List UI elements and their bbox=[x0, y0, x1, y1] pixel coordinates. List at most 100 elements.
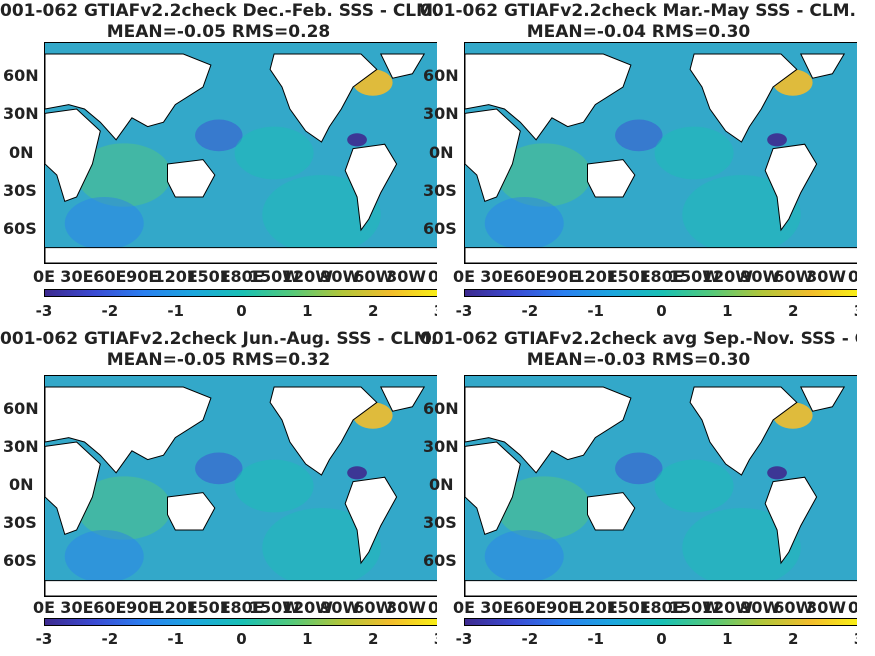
land-mass bbox=[344, 476, 398, 565]
anomaly-region bbox=[615, 452, 663, 485]
lon-tick: 180E bbox=[639, 598, 684, 617]
lon-tick: 60E bbox=[513, 598, 547, 617]
anomaly-region bbox=[262, 508, 381, 588]
colorbar-tick: -2 bbox=[521, 630, 539, 648]
lon-tick: 30E bbox=[480, 267, 514, 286]
lon-tick: 90E bbox=[546, 267, 580, 286]
land-mass bbox=[167, 159, 216, 198]
land-mass bbox=[465, 53, 632, 141]
colorbar-tick: 1 bbox=[722, 302, 733, 320]
lon-tick: 30W bbox=[386, 598, 427, 617]
lon-ticks: 0E 30E 60E 90E 120E 150E 180E 150W 120W 90W 60W 30W… bbox=[0, 598, 437, 618]
lat-tick: 0N bbox=[9, 143, 34, 162]
sss-anomaly-map bbox=[44, 42, 437, 264]
lon-tick: 90W bbox=[740, 598, 781, 617]
lon-tick: 30E bbox=[60, 598, 94, 617]
lat-tick: 60N bbox=[3, 399, 39, 418]
colorbar-ticks: -3 -2 -1 0 1 2 3 bbox=[0, 302, 437, 322]
colorbar-tick: 3 bbox=[434, 302, 437, 320]
land-mass bbox=[45, 441, 101, 536]
colorbar-tick: -3 bbox=[35, 630, 53, 648]
map-canvas bbox=[465, 386, 857, 596]
land-mass bbox=[45, 386, 212, 474]
lon-tick: 120E bbox=[573, 267, 618, 286]
colorbar bbox=[44, 289, 437, 297]
lon-tick: 180E bbox=[639, 267, 684, 286]
land-mass bbox=[465, 441, 521, 536]
map-panel-mam: 001-062 GTIAFv2.2check Mar.-May SSS - CL… bbox=[420, 0, 857, 328]
land-mass bbox=[269, 53, 378, 143]
colorbar-tick: 2 bbox=[787, 302, 799, 320]
anomaly-region bbox=[767, 133, 787, 147]
colorbar-tick: 0 bbox=[236, 630, 247, 648]
lon-tick: 0E bbox=[452, 598, 476, 617]
lon-tick: 150W bbox=[248, 598, 300, 617]
anomaly-region bbox=[64, 197, 144, 250]
panel-stats: MEAN=-0.04 RMS=0.30 bbox=[526, 22, 751, 42]
lon-tick: 60E bbox=[513, 267, 547, 286]
anomaly-region bbox=[682, 508, 801, 588]
land-mass bbox=[45, 108, 101, 203]
colorbar-tick: -3 bbox=[35, 302, 53, 320]
lon-ticks: 0E 30E 60E 90E 120E 150E 180E 150W 120W 90W 60W 30W… bbox=[0, 267, 437, 287]
land-mass bbox=[269, 386, 378, 476]
land-mass bbox=[689, 386, 798, 476]
colorbar-tick: -3 bbox=[455, 302, 473, 320]
lon-tick: 0E bbox=[427, 598, 437, 617]
land-mass bbox=[764, 476, 818, 565]
panel-title: 001-062 GTIAFv2.2check Dec.-Feb. SSS - C… bbox=[0, 1, 437, 21]
land-mass bbox=[344, 143, 398, 232]
land-mass bbox=[465, 108, 521, 203]
lon-tick: 150W bbox=[248, 267, 300, 286]
lat-tick: 30N bbox=[423, 437, 459, 456]
anomaly-region bbox=[654, 459, 734, 513]
lon-tick: 60E bbox=[93, 598, 127, 617]
sss-anomaly-map bbox=[44, 375, 437, 597]
lon-tick: 0E bbox=[452, 267, 476, 286]
colorbar-tick: 1 bbox=[722, 630, 733, 648]
land-mass bbox=[379, 386, 426, 412]
lon-tick: 150E bbox=[606, 598, 651, 617]
land-mass bbox=[45, 580, 437, 596]
colorbar-tick: 0 bbox=[656, 302, 667, 320]
lon-tick: 90E bbox=[126, 598, 160, 617]
colorbar-tick: 0 bbox=[656, 630, 667, 648]
lon-tick: 30W bbox=[806, 598, 847, 617]
anomaly-region bbox=[234, 126, 314, 180]
map-canvas bbox=[45, 386, 437, 596]
colorbar-ticks: -3 -2 -1 0 1 2 3 bbox=[420, 630, 857, 650]
lat-tick: 30S bbox=[3, 513, 37, 532]
sss-anomaly-map bbox=[464, 42, 857, 264]
colorbar-tick: 3 bbox=[434, 630, 437, 648]
lat-tick: 30S bbox=[3, 181, 37, 200]
lon-tick: 60W bbox=[773, 598, 814, 617]
lat-tick: 30S bbox=[423, 181, 457, 200]
lon-tick: 90W bbox=[320, 267, 361, 286]
panel-title: 001-062 GTIAFv2.2check avg Sep.-Nov. SSS… bbox=[420, 329, 857, 349]
colorbar-tick: -1 bbox=[167, 630, 184, 648]
lat-tick: 60N bbox=[423, 66, 459, 85]
lon-tick: 60W bbox=[353, 267, 394, 286]
map-canvas bbox=[45, 53, 437, 263]
lat-tick: 0N bbox=[9, 475, 34, 494]
anomaly-region bbox=[76, 143, 172, 207]
land-mass bbox=[799, 386, 846, 412]
colorbar-tick: -1 bbox=[167, 302, 184, 320]
panel-stats: MEAN=-0.03 RMS=0.30 bbox=[526, 350, 751, 370]
colorbar-tick: 2 bbox=[787, 630, 799, 648]
colorbar-tick: -2 bbox=[521, 302, 539, 320]
lon-tick: 0E bbox=[427, 267, 437, 286]
lon-tick: 60E bbox=[93, 267, 127, 286]
panel-title: 001-062 GTIAFv2.2check Jun.-Aug. SSS - C… bbox=[0, 329, 437, 349]
lon-ticks: 0E 30E 60E 90E 120E 150E 180E 150W 120W 90W 60W 30W… bbox=[420, 598, 857, 618]
lat-tick: 60N bbox=[3, 66, 39, 85]
lon-tick: 120E bbox=[573, 598, 618, 617]
colorbar bbox=[464, 289, 857, 297]
anomaly-region bbox=[76, 476, 172, 540]
land-mass bbox=[689, 53, 798, 143]
colorbar-tick: 2 bbox=[367, 302, 379, 320]
lon-tick: 90W bbox=[740, 267, 781, 286]
anomaly-region bbox=[767, 466, 787, 480]
lon-tick: 120W bbox=[281, 267, 333, 286]
anomaly-region bbox=[496, 143, 592, 207]
